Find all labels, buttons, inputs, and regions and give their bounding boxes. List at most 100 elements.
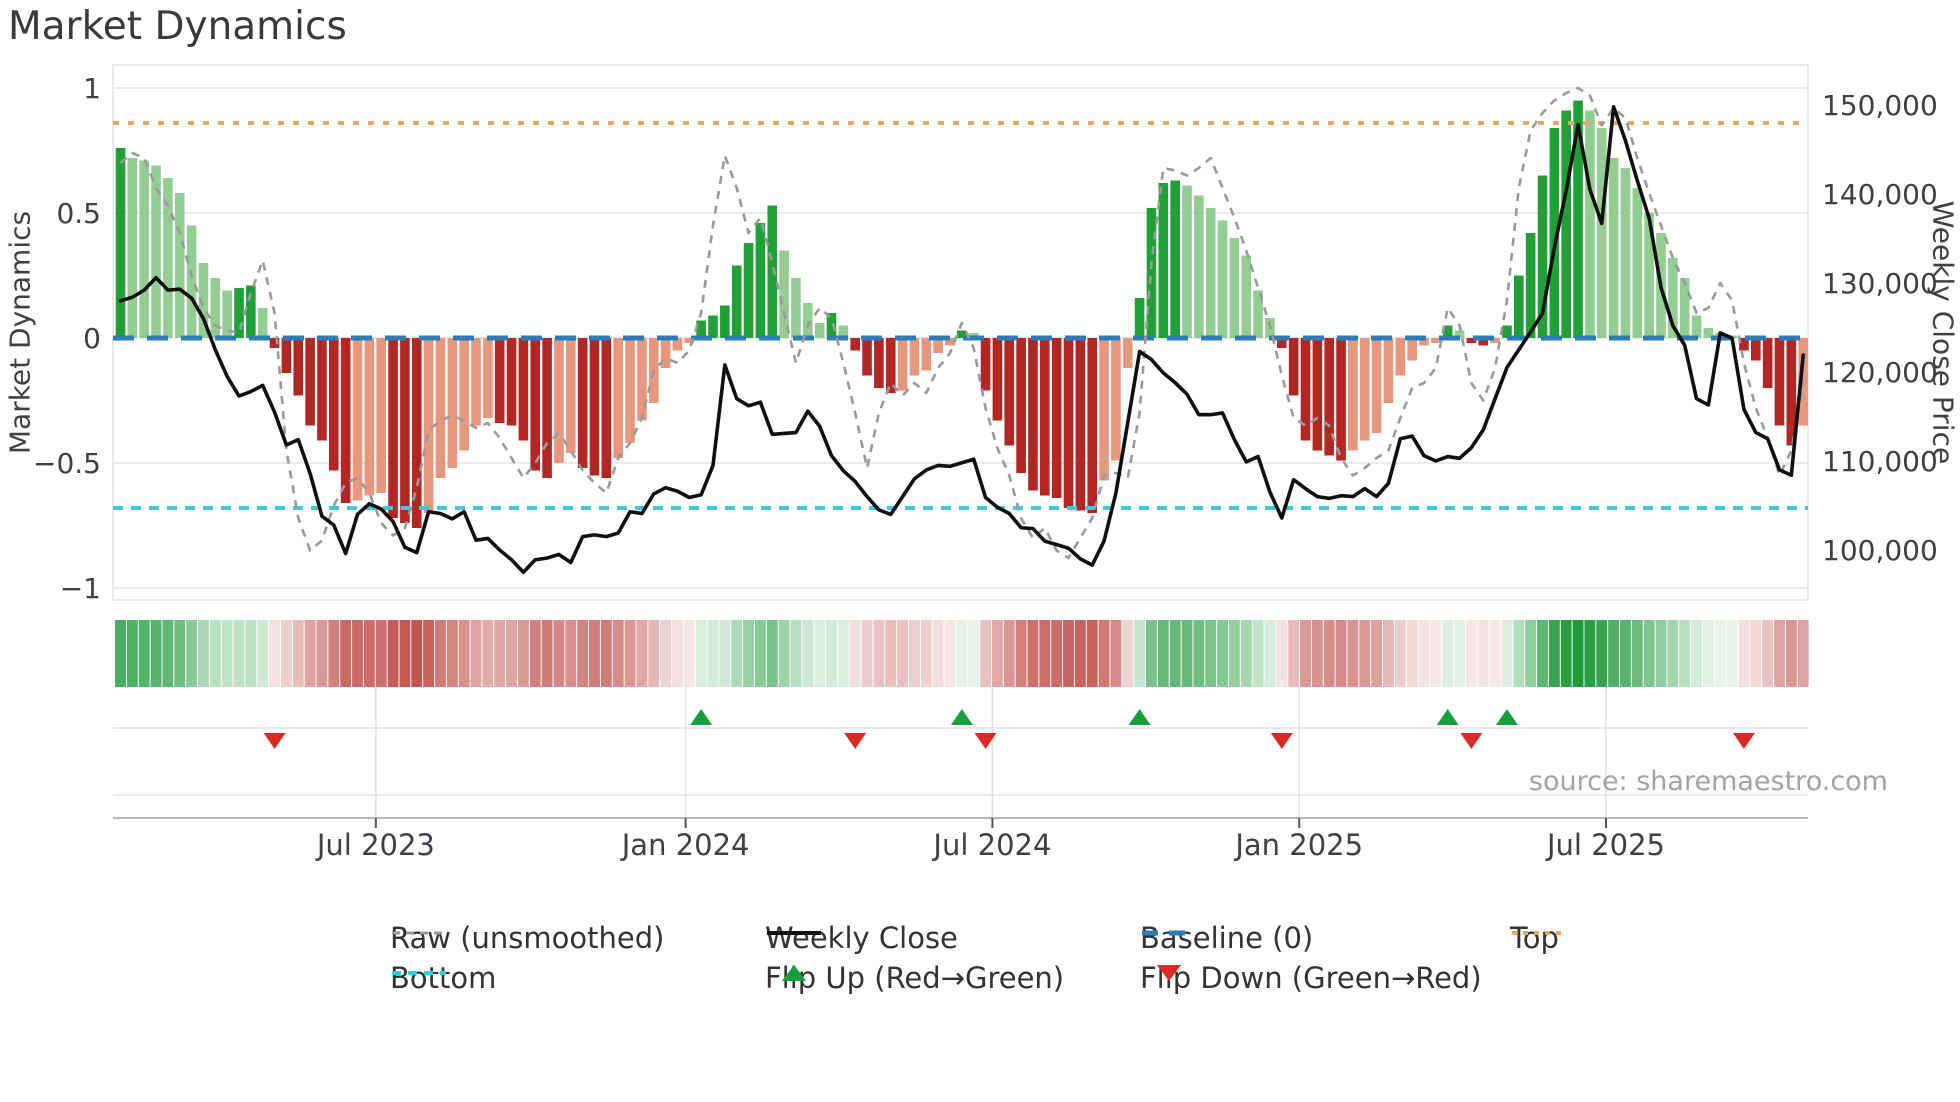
heatmap-cell <box>1572 620 1584 687</box>
heatmap-cell <box>1465 620 1477 687</box>
heatmap-cell <box>399 620 411 687</box>
oscillator-bar <box>1146 208 1157 338</box>
heatmap-cell <box>340 620 352 687</box>
heatmap-cell <box>375 620 387 687</box>
oscillator-bar <box>1122 338 1133 368</box>
weekly-close-line <box>118 104 1805 575</box>
heatmap-cell <box>506 620 517 687</box>
heatmap-cell <box>1584 620 1596 687</box>
flip-down-marker <box>974 733 997 749</box>
heatmap-cell <box>980 620 991 687</box>
heatmap-cell <box>1264 620 1276 687</box>
heatmap-cell <box>1548 620 1560 687</box>
oscillator-bar <box>494 338 505 423</box>
oscillator-bar <box>269 338 280 348</box>
oscillator-bar <box>1182 185 1192 338</box>
heatmap-cell <box>245 620 257 687</box>
heatmap-cell <box>115 620 126 687</box>
heatmap-cell <box>1738 620 1750 687</box>
heatmap-cell <box>1454 620 1465 687</box>
heatmap-cell <box>1714 620 1726 687</box>
oscillator-bar <box>826 313 837 338</box>
oscillator-bar <box>1419 338 1429 346</box>
heatmap-cell <box>826 620 837 687</box>
oscillator-bar <box>281 338 292 373</box>
right-tick-label: 100,000 <box>1822 534 1938 567</box>
right-tick-label: 130,000 <box>1822 267 1938 300</box>
heatmap-cell <box>1797 620 1809 687</box>
heatmap-cell <box>198 620 209 687</box>
oscillator-bar <box>1288 338 1299 396</box>
heatmap-cell <box>861 620 873 687</box>
heatmap-cell <box>802 620 814 687</box>
oscillator-bar <box>838 325 849 338</box>
oscillator-bar <box>257 308 268 338</box>
oscillator-bar <box>660 338 671 368</box>
oscillator-bar <box>1170 180 1180 338</box>
heatmap-cell <box>1228 620 1240 687</box>
heatmap-cell <box>352 620 363 687</box>
oscillator-bar <box>933 338 943 353</box>
left-tick-label: −1 <box>60 572 101 605</box>
heatmap-cell <box>707 620 719 687</box>
oscillator-bar <box>1217 220 1228 338</box>
oscillator-bar <box>222 290 232 338</box>
flip-down-marker <box>263 733 286 749</box>
right-tick-label: 140,000 <box>1822 178 1938 211</box>
heatmap-cell <box>1015 620 1027 687</box>
oscillator-bar <box>1644 213 1654 338</box>
heatmap-cell <box>885 620 897 687</box>
heatmap-cell <box>1323 620 1335 687</box>
oscillator-bar <box>1359 338 1370 441</box>
page-title: Market Dynamics <box>8 4 347 49</box>
heatmap-cell <box>257 620 269 687</box>
oscillator-bar <box>1632 188 1643 338</box>
oscillator-bar <box>459 338 469 451</box>
flip-up-marker <box>1495 709 1518 725</box>
heatmap-cell <box>1726 620 1738 687</box>
oscillator-bar <box>1158 183 1169 338</box>
heatmap-cell <box>458 620 470 687</box>
oscillator-bar <box>293 338 304 396</box>
heatmap-cell <box>494 620 506 687</box>
heatmap-cell <box>1252 620 1264 687</box>
oscillator-bar <box>542 338 552 478</box>
heatmap-cell <box>1442 620 1454 687</box>
oscillator-bar <box>400 338 410 523</box>
heatmap-cell <box>1643 620 1655 687</box>
heatmap-cell <box>126 620 138 687</box>
heatmap-cell <box>743 620 754 687</box>
oscillator-bar <box>1312 338 1323 451</box>
oscillator-bar <box>637 338 647 421</box>
left-tick-label: 0 <box>83 322 101 355</box>
heatmap-cell <box>387 620 399 687</box>
oscillator-bar <box>1371 338 1382 433</box>
heatmap-cell <box>1371 620 1383 687</box>
oscillator-bar <box>1703 328 1714 338</box>
heatmap-cell <box>1430 620 1442 687</box>
heatmap-cell <box>672 620 683 687</box>
heatmap-cell <box>1406 620 1418 687</box>
heatmap-cell <box>1667 620 1679 687</box>
heatmap-cell <box>1774 620 1785 687</box>
oscillator-bar <box>198 263 209 338</box>
heatmap-cell <box>1110 620 1122 687</box>
oscillator-bar <box>127 158 138 338</box>
oscillator-bar <box>1691 315 1702 338</box>
heatmap-cell <box>1003 620 1015 687</box>
heatmap-cell <box>731 620 743 687</box>
x-tick-label: Jan 2024 <box>620 828 750 862</box>
heatmap-cell <box>221 620 233 687</box>
oscillator-bar <box>388 338 398 518</box>
left-tick-label: −0.5 <box>33 447 101 480</box>
right-tick-label: 110,000 <box>1822 445 1938 478</box>
heatmap-cell <box>648 620 660 687</box>
heatmap-cell <box>541 620 553 687</box>
heatmap-cell <box>280 620 292 687</box>
heatmap-cell <box>1217 620 1228 687</box>
heatmap-cell <box>435 620 446 687</box>
flip-down-marker <box>1732 733 1755 749</box>
oscillator-bar <box>874 338 884 388</box>
heatmap-cell <box>1537 620 1548 687</box>
heatmap-cell <box>1513 620 1525 687</box>
